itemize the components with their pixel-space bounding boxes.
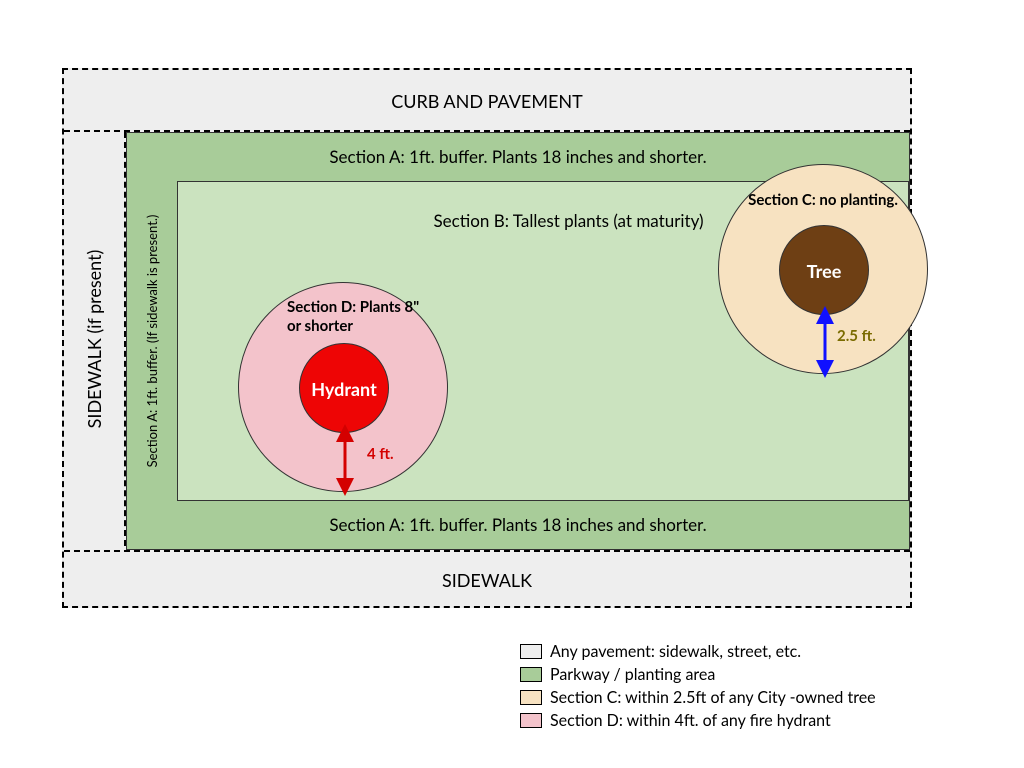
section-c-label: Section C: no planting.	[719, 191, 927, 209]
section-a-top-label: Section A: 1ft. buffer. Plants 18 inches…	[329, 146, 706, 167]
section-a-left-label: Section A: 1ft. buffer. (If sidewalk is …	[144, 215, 160, 468]
legend-label: Parkway / planting area	[550, 665, 715, 684]
tree-label: Tree	[807, 260, 842, 282]
legend-label: Section C: within 2.5ft of any City -own…	[550, 688, 876, 707]
curb-pavement-zone: CURB AND PAVEMENT	[64, 70, 910, 132]
legend-row: Section C: within 2.5ft of any City -own…	[520, 686, 876, 709]
section-a-left: Section A: 1ft. buffer. (If sidewalk is …	[127, 181, 177, 501]
tree-circle: Tree	[779, 225, 869, 315]
section-d-label: Section D: Plants 8" or shorter	[287, 298, 427, 336]
sidewalk-bottom-zone: SIDEWALK	[64, 550, 910, 606]
hydrant-distance-arrow	[339, 429, 351, 491]
section-b-zone: Section B: Tallest plants (at maturity) …	[177, 181, 909, 501]
curb-label: CURB AND PAVEMENT	[391, 90, 583, 112]
tree-distance-label: 2.5 ft.	[837, 327, 876, 345]
hydrant-circle: Hydrant	[299, 343, 389, 433]
section-a-bottom-label: Section A: 1ft. buffer. Plants 18 inches…	[329, 514, 706, 535]
section-b-label: Section B: Tallest plants (at maturity)	[434, 210, 704, 231]
legend-swatch	[520, 667, 542, 682]
planting-area: Section A: 1ft. buffer. Plants 18 inches…	[126, 132, 910, 550]
legend-swatch	[520, 690, 542, 705]
section-c-circle: Section C: no planting. Tree	[718, 164, 928, 374]
legend-label: Any pavement: sidewalk, street, etc.	[550, 642, 801, 661]
sidewalk-bottom-label: SIDEWALK	[442, 569, 532, 591]
tree-distance-arrow	[819, 311, 831, 373]
parkway-diagram: CURB AND PAVEMENT SIDEWALK (if present) …	[62, 68, 912, 608]
legend-row: Section D: within 4ft. of any fire hydra…	[520, 709, 876, 732]
legend-row: Parkway / planting area	[520, 663, 876, 686]
section-d-circle: Section D: Plants 8" or shorter Hydrant	[238, 282, 448, 492]
section-a-bottom: Section A: 1ft. buffer. Plants 18 inches…	[127, 501, 909, 549]
legend-row: Any pavement: sidewalk, street, etc.	[520, 640, 876, 663]
legend-swatch	[520, 713, 542, 728]
hydrant-label: Hydrant	[311, 378, 377, 400]
legend-label: Section D: within 4ft. of any fire hydra…	[550, 711, 831, 730]
hydrant-distance-label: 4 ft.	[367, 445, 394, 463]
legend-swatch	[520, 644, 542, 659]
sidewalk-left-label: SIDEWALK (if present)	[83, 250, 105, 429]
legend: Any pavement: sidewalk, street, etc. Par…	[520, 640, 876, 732]
sidewalk-left-zone: SIDEWALK (if present)	[64, 132, 126, 546]
